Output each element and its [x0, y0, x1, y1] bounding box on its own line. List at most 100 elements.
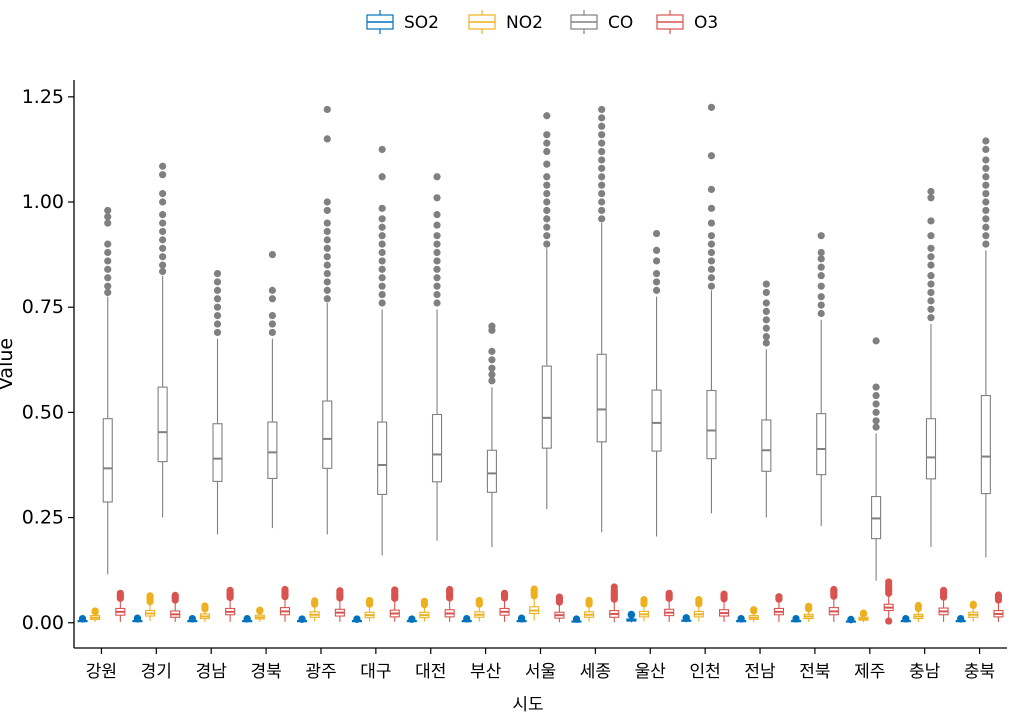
outlier-point — [817, 232, 825, 240]
outlier-point — [598, 131, 606, 139]
outlier-point — [762, 299, 770, 307]
outlier-point — [133, 614, 142, 622]
outlier-point — [311, 597, 319, 605]
box-o3 — [993, 591, 1004, 622]
outlier-point — [378, 145, 386, 154]
outlier-point — [268, 251, 276, 259]
outlier-point — [268, 295, 276, 303]
outlier-point — [365, 596, 374, 605]
outlier-point — [268, 320, 276, 328]
outlier-point — [847, 615, 855, 623]
box-o3 — [170, 591, 181, 622]
outlier-point — [982, 145, 990, 154]
box-so2 — [900, 614, 911, 623]
outlier-point — [927, 187, 935, 196]
outlier-point — [159, 236, 167, 244]
outlier-point — [475, 596, 483, 605]
outlier-point — [159, 244, 167, 252]
box-co — [102, 206, 113, 575]
outlier-point — [994, 591, 1003, 599]
outlier-point — [872, 391, 880, 400]
box-so2 — [77, 614, 88, 623]
box-no2 — [968, 600, 979, 622]
box-o3 — [664, 589, 675, 622]
outlier-point — [792, 614, 800, 623]
outlier-point — [598, 173, 606, 181]
outlier-point — [353, 615, 361, 623]
outlier-point — [104, 240, 112, 248]
outlier-point — [488, 377, 496, 385]
outlier-point — [627, 610, 635, 618]
outlier-point — [433, 211, 441, 219]
x-tick-label: 제주 — [854, 662, 885, 682]
outlier-point — [762, 288, 770, 297]
box-so2 — [571, 615, 582, 623]
box-iqr — [267, 421, 278, 479]
outlier-point — [914, 601, 922, 610]
outlier-point — [378, 223, 386, 231]
box-no2 — [913, 601, 924, 622]
box-co — [541, 112, 552, 510]
outlier-point — [682, 614, 690, 622]
outlier-point — [927, 253, 935, 261]
outlier-point — [488, 322, 496, 330]
box-iqr — [925, 418, 937, 480]
outlier-point — [982, 223, 990, 231]
outlier-point — [213, 286, 222, 294]
box-co — [706, 103, 717, 514]
box-o3 — [883, 578, 894, 625]
box-iqr — [322, 400, 333, 469]
outlier-point — [323, 135, 331, 143]
outlier-point — [543, 206, 551, 215]
outlier-point — [598, 164, 606, 172]
box-no2 — [858, 609, 869, 623]
outlier-point — [927, 314, 935, 322]
outlier-point — [159, 211, 167, 219]
series-so2 — [77, 610, 966, 624]
box-iqr — [486, 449, 497, 493]
outlier-point — [543, 173, 551, 181]
outlier-point — [323, 295, 331, 303]
outlier-point — [543, 232, 551, 240]
outlier-point — [817, 263, 825, 271]
box-iqr — [761, 419, 772, 472]
box-so2 — [242, 614, 253, 623]
outlier-point — [598, 105, 606, 114]
box-no2 — [693, 596, 704, 622]
outlier-point — [543, 131, 551, 139]
outlier-point — [201, 602, 209, 610]
outlier-point — [323, 198, 331, 206]
box-o3 — [334, 587, 345, 622]
outlier-point — [323, 244, 331, 252]
y-tick-label: 1.00 — [22, 191, 64, 213]
outlier-point — [433, 194, 441, 202]
outlier-point — [817, 248, 825, 257]
outlier-point — [707, 282, 716, 290]
box-no2 — [199, 602, 210, 622]
outlier-point — [268, 286, 276, 294]
box-so2 — [516, 614, 527, 623]
series-o3 — [115, 578, 1004, 625]
outlier-point — [982, 240, 990, 248]
box-co — [871, 337, 882, 581]
outlier-point — [391, 586, 399, 594]
outlier-point — [159, 162, 167, 170]
x-axis-title: 시도 — [512, 695, 543, 715]
outlier-point — [488, 347, 496, 355]
box-co — [322, 105, 333, 535]
outlier-point — [530, 585, 538, 593]
outlier-point — [939, 586, 948, 594]
outlier-point — [885, 578, 893, 586]
outlier-point — [872, 408, 880, 416]
outlier-point — [268, 328, 276, 337]
outlier-point — [500, 589, 509, 597]
outlier-point — [762, 307, 770, 316]
outlier-point — [104, 206, 112, 215]
outlier-point — [433, 274, 441, 282]
outlier-point — [336, 587, 344, 595]
outlier-point — [213, 328, 222, 337]
outlier-point — [433, 299, 441, 307]
outlier-point — [378, 282, 386, 290]
box-co — [596, 105, 607, 533]
